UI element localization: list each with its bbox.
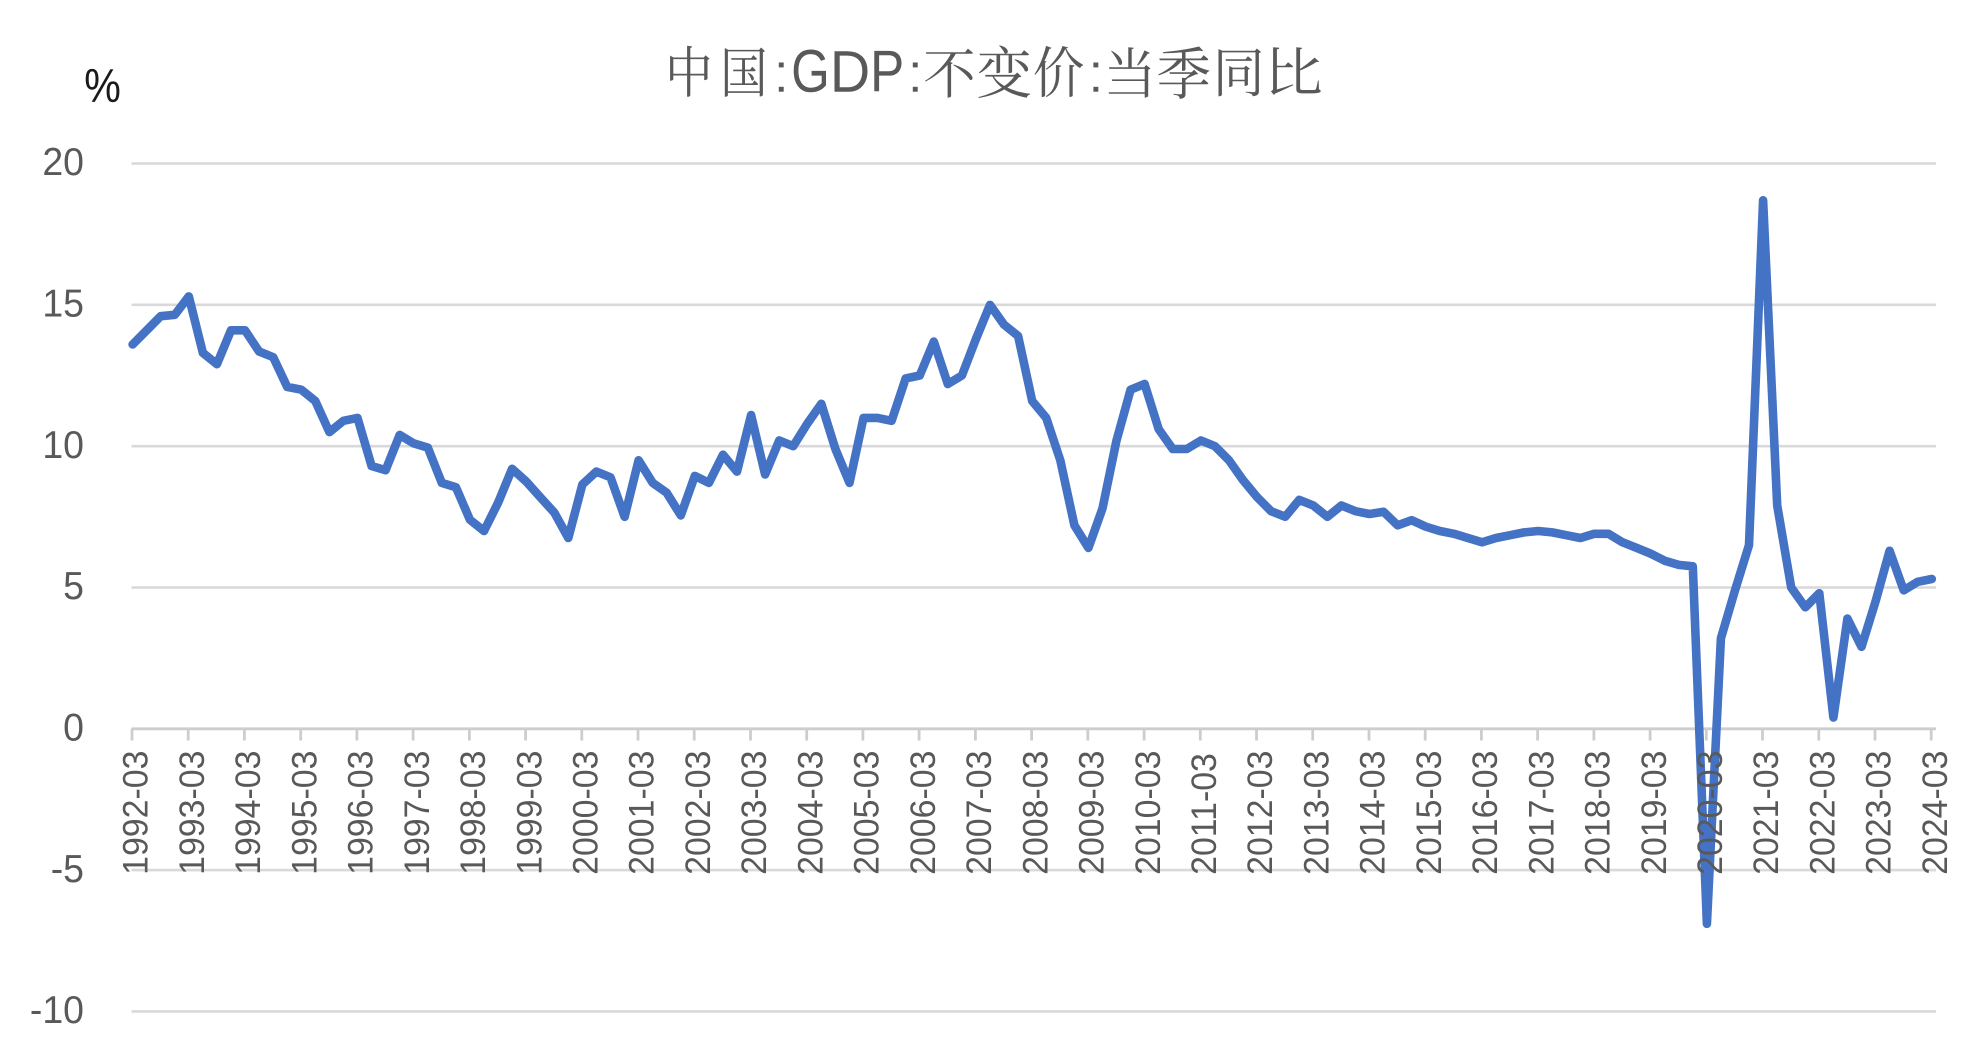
svg-text:1999-03: 1999-03 <box>511 751 550 875</box>
svg-text:2017-03: 2017-03 <box>1523 751 1562 875</box>
svg-text:2020-03: 2020-03 <box>1692 751 1731 875</box>
svg-text:2010-03: 2010-03 <box>1129 751 1168 875</box>
svg-text:2019-03: 2019-03 <box>1635 751 1674 875</box>
svg-text:2016-03: 2016-03 <box>1467 751 1506 875</box>
svg-text:2007-03: 2007-03 <box>961 751 1000 875</box>
svg-text:15: 15 <box>42 282 84 326</box>
svg-text:1998-03: 1998-03 <box>455 751 494 875</box>
svg-text:2012-03: 2012-03 <box>1242 751 1281 875</box>
svg-text:2015-03: 2015-03 <box>1410 751 1449 875</box>
svg-text:2006-03: 2006-03 <box>904 751 943 875</box>
svg-text:2001-03: 2001-03 <box>623 751 662 875</box>
svg-text:1997-03: 1997-03 <box>398 751 437 875</box>
svg-text:-5: -5 <box>51 847 84 891</box>
svg-text:1995-03: 1995-03 <box>286 751 325 875</box>
svg-text:2024-03: 2024-03 <box>1916 751 1955 875</box>
svg-text:2023-03: 2023-03 <box>1860 751 1899 875</box>
svg-text:2008-03: 2008-03 <box>1017 751 1056 875</box>
svg-text:2014-03: 2014-03 <box>1354 751 1393 875</box>
svg-text:2022-03: 2022-03 <box>1804 751 1843 875</box>
svg-text:-10: -10 <box>30 988 84 1032</box>
svg-text:2009-03: 2009-03 <box>1073 751 1112 875</box>
svg-text:2002-03: 2002-03 <box>680 751 719 875</box>
svg-text:2018-03: 2018-03 <box>1579 751 1618 875</box>
svg-text:1994-03: 1994-03 <box>230 751 269 875</box>
svg-text:2004-03: 2004-03 <box>792 751 831 875</box>
svg-text:2021-03: 2021-03 <box>1748 751 1787 875</box>
svg-text:0: 0 <box>63 706 84 750</box>
svg-text:2013-03: 2013-03 <box>1298 751 1337 875</box>
svg-text:10: 10 <box>42 423 84 467</box>
svg-text:1993-03: 1993-03 <box>173 751 212 875</box>
svg-text:2005-03: 2005-03 <box>848 751 887 875</box>
svg-text:5: 5 <box>63 565 84 609</box>
svg-text:2011-03: 2011-03 <box>1186 753 1225 875</box>
svg-text:2003-03: 2003-03 <box>736 751 775 875</box>
svg-text:1996-03: 1996-03 <box>342 751 381 875</box>
svg-text:2000-03: 2000-03 <box>567 751 606 875</box>
svg-text:20: 20 <box>42 141 84 185</box>
svg-text:1992-03: 1992-03 <box>117 751 156 875</box>
